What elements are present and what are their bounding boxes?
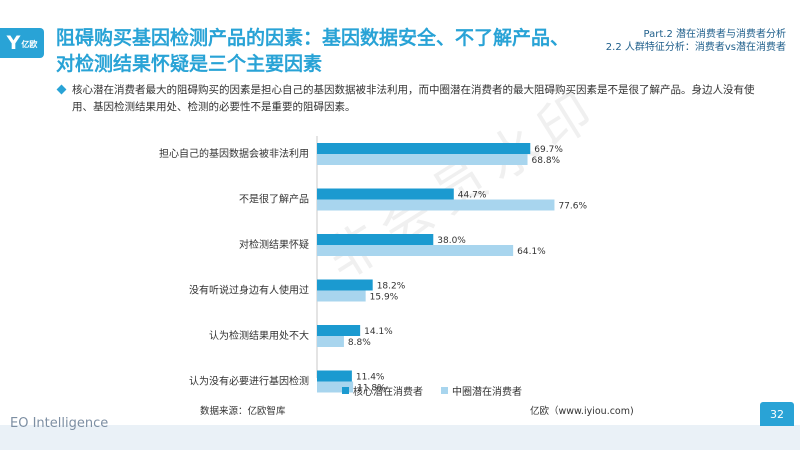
footer-brand: EO Intelligence	[10, 416, 109, 431]
bar-middle	[317, 245, 514, 256]
chart-legend: 核心潜在消费者 中圈潜在消费者	[342, 383, 522, 398]
category-label: 对检测结果怀疑	[239, 238, 309, 251]
bar-core	[317, 234, 434, 245]
category-label: 没有听说过身边有人使用过	[189, 284, 309, 297]
data-label: 8.8%	[348, 338, 371, 348]
site-url: 亿欧（www.iyiou.com)	[530, 406, 634, 417]
bar-middle	[317, 199, 555, 211]
data-label: 44.7%	[458, 191, 487, 201]
key-finding-text: 核心潜在消费者最大的阻碍购买的因素是担心自己的基因数据被非法利用，而中圈潜在消费…	[72, 84, 755, 113]
bar-middle	[317, 381, 354, 393]
title-line-1: 阻碍购买基因检测产品的因素：基因数据安全、不了解产品、	[56, 27, 570, 49]
data-label: 68.8%	[532, 156, 561, 166]
category-label: 不是很了解产品	[239, 193, 309, 206]
page-number: 32	[760, 402, 794, 426]
bar-core	[317, 325, 361, 336]
category-label: 认为检测结果用处不大	[209, 329, 309, 342]
data-label: 64.1%	[517, 247, 546, 257]
page-title: 阻碍购买基因检测产品的因素：基因数据安全、不了解产品、 对检测结果怀疑是三个主要…	[56, 25, 596, 77]
data-label: 11.4%	[356, 373, 385, 383]
legend-item-middle: 中圈潜在消费者	[441, 383, 522, 398]
data-label: 69.7%	[534, 145, 563, 155]
title-line-2: 对检测结果怀疑是三个主要因素	[56, 53, 323, 75]
legend-item-core: 核心潜在消费者	[342, 383, 423, 398]
legend-label-middle: 中圈潜在消费者	[452, 387, 522, 398]
footer-bar	[0, 425, 800, 450]
section-label: Part.2 潜在消费者与消费者分析 2.2 人群特征分析：消费者vs潜在消费者	[606, 28, 786, 54]
part-line-2: 2.2 人群特征分析：消费者vs潜在消费者	[605, 42, 786, 53]
data-label: 14.1%	[364, 327, 393, 337]
bar-middle	[317, 154, 528, 165]
bar-core	[317, 143, 531, 154]
category-label: 认为没有必要进行基因检测	[189, 375, 309, 388]
data-label: 38.0%	[437, 236, 466, 246]
part-line-1: Part.2 潜在消费者与消费者分析	[643, 29, 786, 40]
bar-core	[317, 370, 352, 382]
data-source: 数据来源：亿欧智库	[200, 406, 286, 417]
bar-middle	[317, 336, 344, 347]
key-finding: 核心潜在消费者最大的阻碍购买的因素是担心自己的基因数据被非法利用，而中圈潜在消费…	[56, 82, 758, 116]
legend-label-core: 核心潜在消费者	[353, 387, 423, 398]
category-label: 担心自己的基因数据会被非法利用	[159, 147, 309, 160]
legend-swatch-middle	[441, 387, 448, 394]
data-label: 77.6%	[558, 202, 587, 212]
data-label: 11.8%	[357, 384, 386, 394]
brand-logo: Y 亿欧	[0, 28, 44, 58]
bar-middle	[317, 290, 366, 302]
logo-text: 亿欧	[21, 40, 38, 49]
bar-core	[317, 188, 454, 200]
data-label: 18.2%	[377, 282, 406, 292]
bar-core	[317, 279, 373, 291]
logo-mark: Y	[6, 31, 21, 54]
legend-swatch-core	[342, 387, 349, 394]
data-label: 15.9%	[370, 293, 399, 303]
